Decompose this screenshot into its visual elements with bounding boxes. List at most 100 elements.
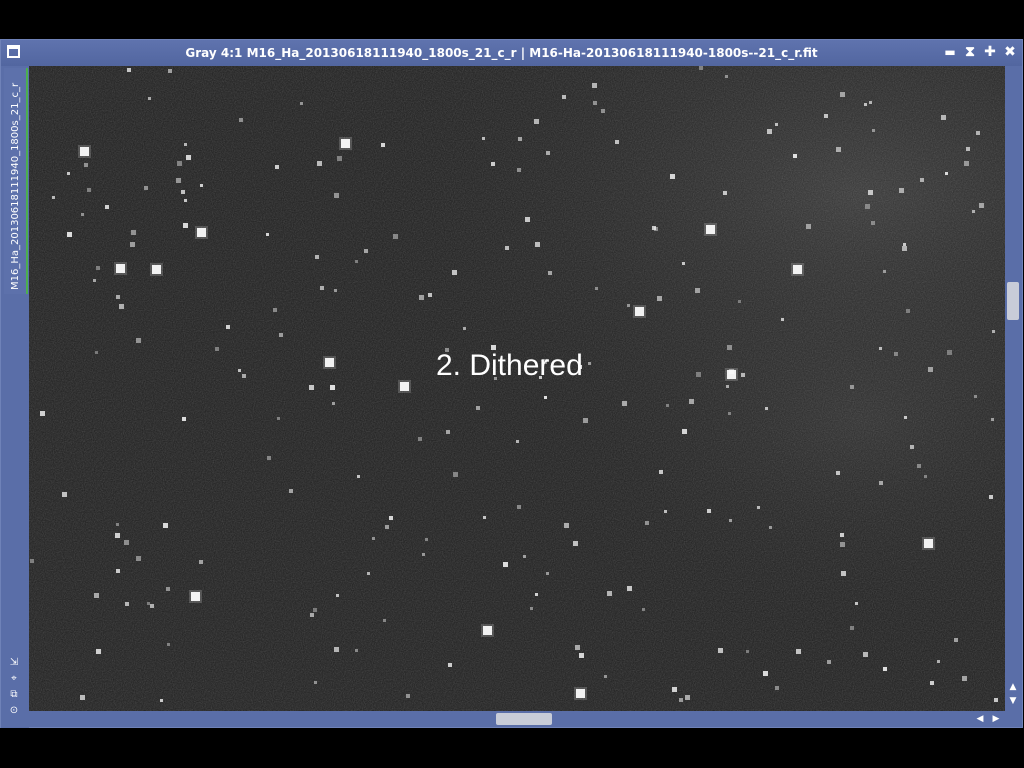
vertical-scroll-thumb[interactable] [1007,282,1019,320]
faint-star [95,351,98,354]
star-halo [398,380,411,393]
faint-star [601,109,605,113]
faint-star [242,374,246,378]
vertical-scrollbar[interactable]: ▲ ▼ [1005,66,1022,711]
bright-star [706,225,715,234]
faint-star [840,92,845,97]
faint-star [682,262,685,265]
faint-star [181,190,185,194]
faint-star [418,437,422,441]
faint-star [136,338,141,343]
bright-star [635,307,644,316]
faint-star [300,102,303,105]
faint-star [52,196,55,199]
faint-star [564,523,569,528]
window-title: Gray 4:1 M16_Ha_20130618111940_1800s_21_… [185,46,818,60]
faint-star [757,506,760,509]
faint-star [666,404,669,407]
faint-star [115,533,120,538]
star-halo [481,624,494,637]
image-sidebar: M16_Ha_20130618111940_1800s_21_c_r ⇲ ⌖ ⧉… [1,66,29,728]
faint-star [517,505,521,509]
faint-star [144,186,148,190]
faint-star [523,555,526,558]
scroll-right-arrow[interactable]: ▶ [992,714,1000,724]
faint-star [583,418,588,423]
faint-star [672,687,677,692]
faint-star [199,560,203,564]
faint-star [796,649,801,654]
star-halo [323,356,336,369]
faint-star [463,327,466,330]
image-viewport[interactable]: 2. Dithered [29,66,1005,711]
faint-star [483,516,486,519]
faint-star [729,369,734,374]
faint-star [904,416,907,419]
faint-star [334,647,339,652]
faint-star [167,643,170,646]
faint-star [226,325,230,329]
faint-star [406,694,410,698]
maximize-button[interactable]: ✚ [984,44,996,60]
bright-star [152,265,161,274]
scroll-up-arrow[interactable]: ▲ [1009,682,1017,692]
faint-star [385,525,389,529]
faint-star [746,650,749,653]
faint-star [273,308,277,312]
faint-star [119,304,124,309]
clone-icon[interactable]: ⧉ [10,689,18,700]
faint-star [544,396,547,399]
close-button[interactable]: ✖ [1004,44,1016,60]
image-window[interactable]: Gray 4:1 M16_Ha_20130618111940_1800s_21_… [0,39,1023,728]
crosshair-icon[interactable]: ⌖ [11,673,17,684]
horizontal-scrollbar[interactable]: ◀ ▶ [29,711,1005,727]
faint-star [453,472,458,477]
faint-star [131,230,136,235]
faint-star [279,333,283,337]
faint-star [920,178,924,182]
faint-star [883,667,887,671]
faint-star [130,242,135,247]
window-icon[interactable] [7,45,20,58]
faint-star [81,213,84,216]
faint-star [928,367,933,372]
faint-star [954,638,958,642]
faint-star [503,562,508,567]
faint-star [679,698,683,702]
faint-star [966,147,970,151]
faint-star [930,681,934,685]
horizontal-scroll-thumb[interactable] [496,713,552,725]
faint-star [491,345,496,350]
faint-star [627,304,630,307]
minimize-button[interactable]: ▬ [944,45,956,59]
faint-star [924,475,927,478]
title-bar[interactable]: Gray 4:1 M16_Ha_20130618111940_1800s_21_… [1,40,1022,66]
faint-star [445,348,449,352]
faint-star [530,607,533,610]
shade-button[interactable]: ⧗ [965,44,975,60]
faint-star [607,591,612,596]
faint-star [824,114,828,118]
scroll-left-arrow[interactable]: ◀ [976,714,984,724]
faint-star [215,347,219,351]
faint-star [505,246,509,250]
bright-star [924,539,933,548]
faint-star [840,533,844,537]
bright-star [483,626,492,635]
faint-star [769,526,772,529]
image-identifier-tab[interactable]: M16_Ha_20130618111940_1800s_21_c_r [4,68,28,294]
faint-star [964,161,969,166]
scroll-down-arrow[interactable]: ▼ [1009,696,1017,706]
faint-star [627,586,632,591]
faint-star [840,542,845,547]
faint-star [836,147,841,152]
faint-star [664,510,667,513]
faint-star [357,475,360,478]
faint-star [186,155,191,160]
star-halo [791,263,804,276]
faint-star [332,402,335,405]
faint-star [147,602,150,605]
faint-star [148,97,151,100]
zoom-fit-icon[interactable]: ⇲ [9,657,19,668]
target-icon[interactable]: ⊙ [9,705,19,716]
